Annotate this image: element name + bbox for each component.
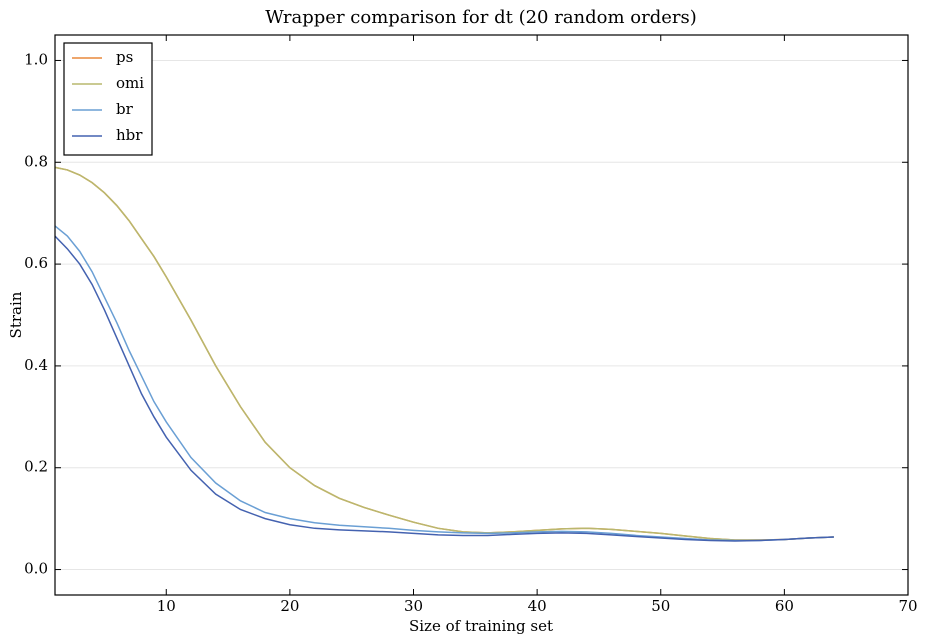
y-tick-label: 0.8 [24,152,48,170]
x-tick-label: 70 [898,597,917,615]
legend-label: omi [116,74,144,92]
plot-frame [54,34,909,596]
chart-title: Wrapper comparison for dt (20 random ord… [265,7,697,28]
y-axis-label: Strain [7,291,25,338]
legend-label: hbr [116,126,143,144]
x-axis-label: Size of training set [409,617,553,635]
legend-label: ps [116,48,133,66]
x-tick-label: 40 [528,597,547,615]
y-tick-label: 1.0 [24,50,48,68]
series-line [54,235,834,542]
x-tick-label: 10 [157,597,176,615]
series-line [54,166,834,541]
x-tick-label: 50 [651,597,670,615]
series-line [54,166,834,541]
x-tick-label: 60 [775,597,794,615]
y-tick-label: 0.4 [24,356,48,374]
y-tick-label: 0.0 [24,560,48,578]
x-tick-label: 20 [280,597,299,615]
x-tick-label: 30 [404,597,423,615]
series-line [54,225,834,542]
y-tick-label: 0.2 [24,458,48,476]
legend-label: br [116,100,134,118]
y-tick-label: 0.6 [24,254,48,272]
